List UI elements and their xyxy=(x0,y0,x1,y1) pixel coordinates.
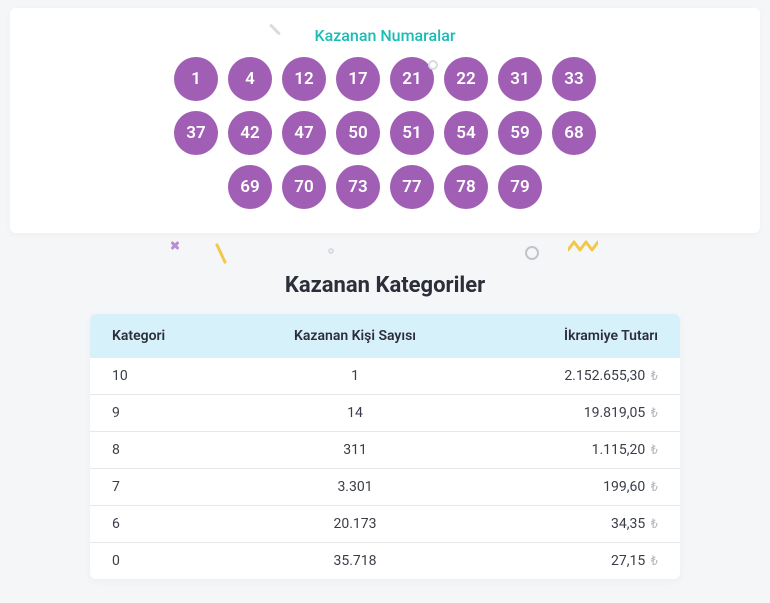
cell-category: 0 xyxy=(90,543,233,580)
number-ball: 37 xyxy=(174,111,218,155)
cell-category: 8 xyxy=(90,432,233,469)
table-row: 035.71827,15 ₺ xyxy=(90,543,680,580)
balls-row: 697073777879 xyxy=(228,165,542,209)
prize-amount: 19.819,05 xyxy=(584,405,649,421)
number-ball: 50 xyxy=(336,111,380,155)
number-ball: 79 xyxy=(498,165,542,209)
number-ball: 59 xyxy=(498,111,542,155)
table-row: 73.301199,60 ₺ xyxy=(90,469,680,506)
number-ball: 47 xyxy=(282,111,326,155)
cell-winners: 311 xyxy=(233,432,477,469)
number-ball: 51 xyxy=(390,111,434,155)
balls-row: 14121721223133 xyxy=(174,57,596,101)
number-ball: 42 xyxy=(228,111,272,155)
cell-winners: 35.718 xyxy=(233,543,477,580)
categories-table-wrap: Kategori Kazanan Kişi Sayısı İkramiye Tu… xyxy=(90,314,680,579)
cell-category: 10 xyxy=(90,358,233,395)
number-ball: 68 xyxy=(552,111,596,155)
number-ball: 1 xyxy=(174,57,218,101)
confetti-shape xyxy=(428,60,438,70)
currency-symbol: ₺ xyxy=(651,554,658,569)
cell-category: 9 xyxy=(90,395,233,432)
table-header-row: Kategori Kazanan Kişi Sayısı İkramiye Tu… xyxy=(90,314,680,358)
confetti-shape xyxy=(328,248,334,254)
col-prize: İkramiye Tutarı xyxy=(477,314,680,358)
number-ball: 70 xyxy=(282,165,326,209)
cell-prize: 1.115,20 ₺ xyxy=(477,432,680,469)
currency-symbol: ₺ xyxy=(651,369,658,384)
prize-amount: 34,35 xyxy=(611,516,649,532)
prize-amount: 1.115,20 xyxy=(592,442,649,458)
table-row: 620.17334,35 ₺ xyxy=(90,506,680,543)
cell-winners: 20.173 xyxy=(233,506,477,543)
number-ball: 12 xyxy=(282,57,326,101)
cell-winners: 3.301 xyxy=(233,469,477,506)
number-ball: 33 xyxy=(552,57,596,101)
categories-title: Kazanan Kategoriler xyxy=(0,273,770,298)
balls-container: 1412172122313337424750515459686970737778… xyxy=(30,57,740,209)
number-ball: 77 xyxy=(390,165,434,209)
prize-amount: 199,60 xyxy=(603,479,649,495)
cell-prize: 34,35 ₺ xyxy=(477,506,680,543)
cell-winners: 14 xyxy=(233,395,477,432)
number-ball: 69 xyxy=(228,165,272,209)
currency-symbol: ₺ xyxy=(651,517,658,532)
cell-category: 6 xyxy=(90,506,233,543)
cell-prize: 27,15 ₺ xyxy=(477,543,680,580)
col-winners: Kazanan Kişi Sayısı xyxy=(233,314,477,358)
confetti-shape xyxy=(170,240,180,250)
cell-winners: 1 xyxy=(233,358,477,395)
number-ball: 22 xyxy=(444,57,488,101)
cell-prize: 199,60 ₺ xyxy=(477,469,680,506)
categories-table: Kategori Kazanan Kişi Sayısı İkramiye Tu… xyxy=(90,314,680,579)
currency-symbol: ₺ xyxy=(651,443,658,458)
confetti-shape xyxy=(568,240,598,254)
number-ball: 78 xyxy=(444,165,488,209)
currency-symbol: ₺ xyxy=(651,480,658,495)
balls-row: 3742475051545968 xyxy=(174,111,596,155)
confetti-shape xyxy=(525,246,539,260)
winning-numbers-card: Kazanan Numaralar 1412172122313337424750… xyxy=(10,8,760,233)
prize-amount: 2.152.655,30 xyxy=(564,368,648,384)
winning-numbers-title: Kazanan Numaralar xyxy=(30,26,740,45)
cell-prize: 19.819,05 ₺ xyxy=(477,395,680,432)
table-row: 1012.152.655,30 ₺ xyxy=(90,358,680,395)
number-ball: 31 xyxy=(498,57,542,101)
cell-prize: 2.152.655,30 ₺ xyxy=(477,358,680,395)
col-category: Kategori xyxy=(90,314,233,358)
confetti-shape xyxy=(215,243,227,264)
number-ball: 54 xyxy=(444,111,488,155)
number-ball: 17 xyxy=(336,57,380,101)
prize-amount: 27,15 xyxy=(611,553,649,569)
number-ball: 4 xyxy=(228,57,272,101)
cell-category: 7 xyxy=(90,469,233,506)
table-row: 83111.115,20 ₺ xyxy=(90,432,680,469)
currency-symbol: ₺ xyxy=(651,406,658,421)
table-row: 91419.819,05 ₺ xyxy=(90,395,680,432)
table-body: 1012.152.655,30 ₺91419.819,05 ₺83111.115… xyxy=(90,358,680,579)
number-ball: 73 xyxy=(336,165,380,209)
